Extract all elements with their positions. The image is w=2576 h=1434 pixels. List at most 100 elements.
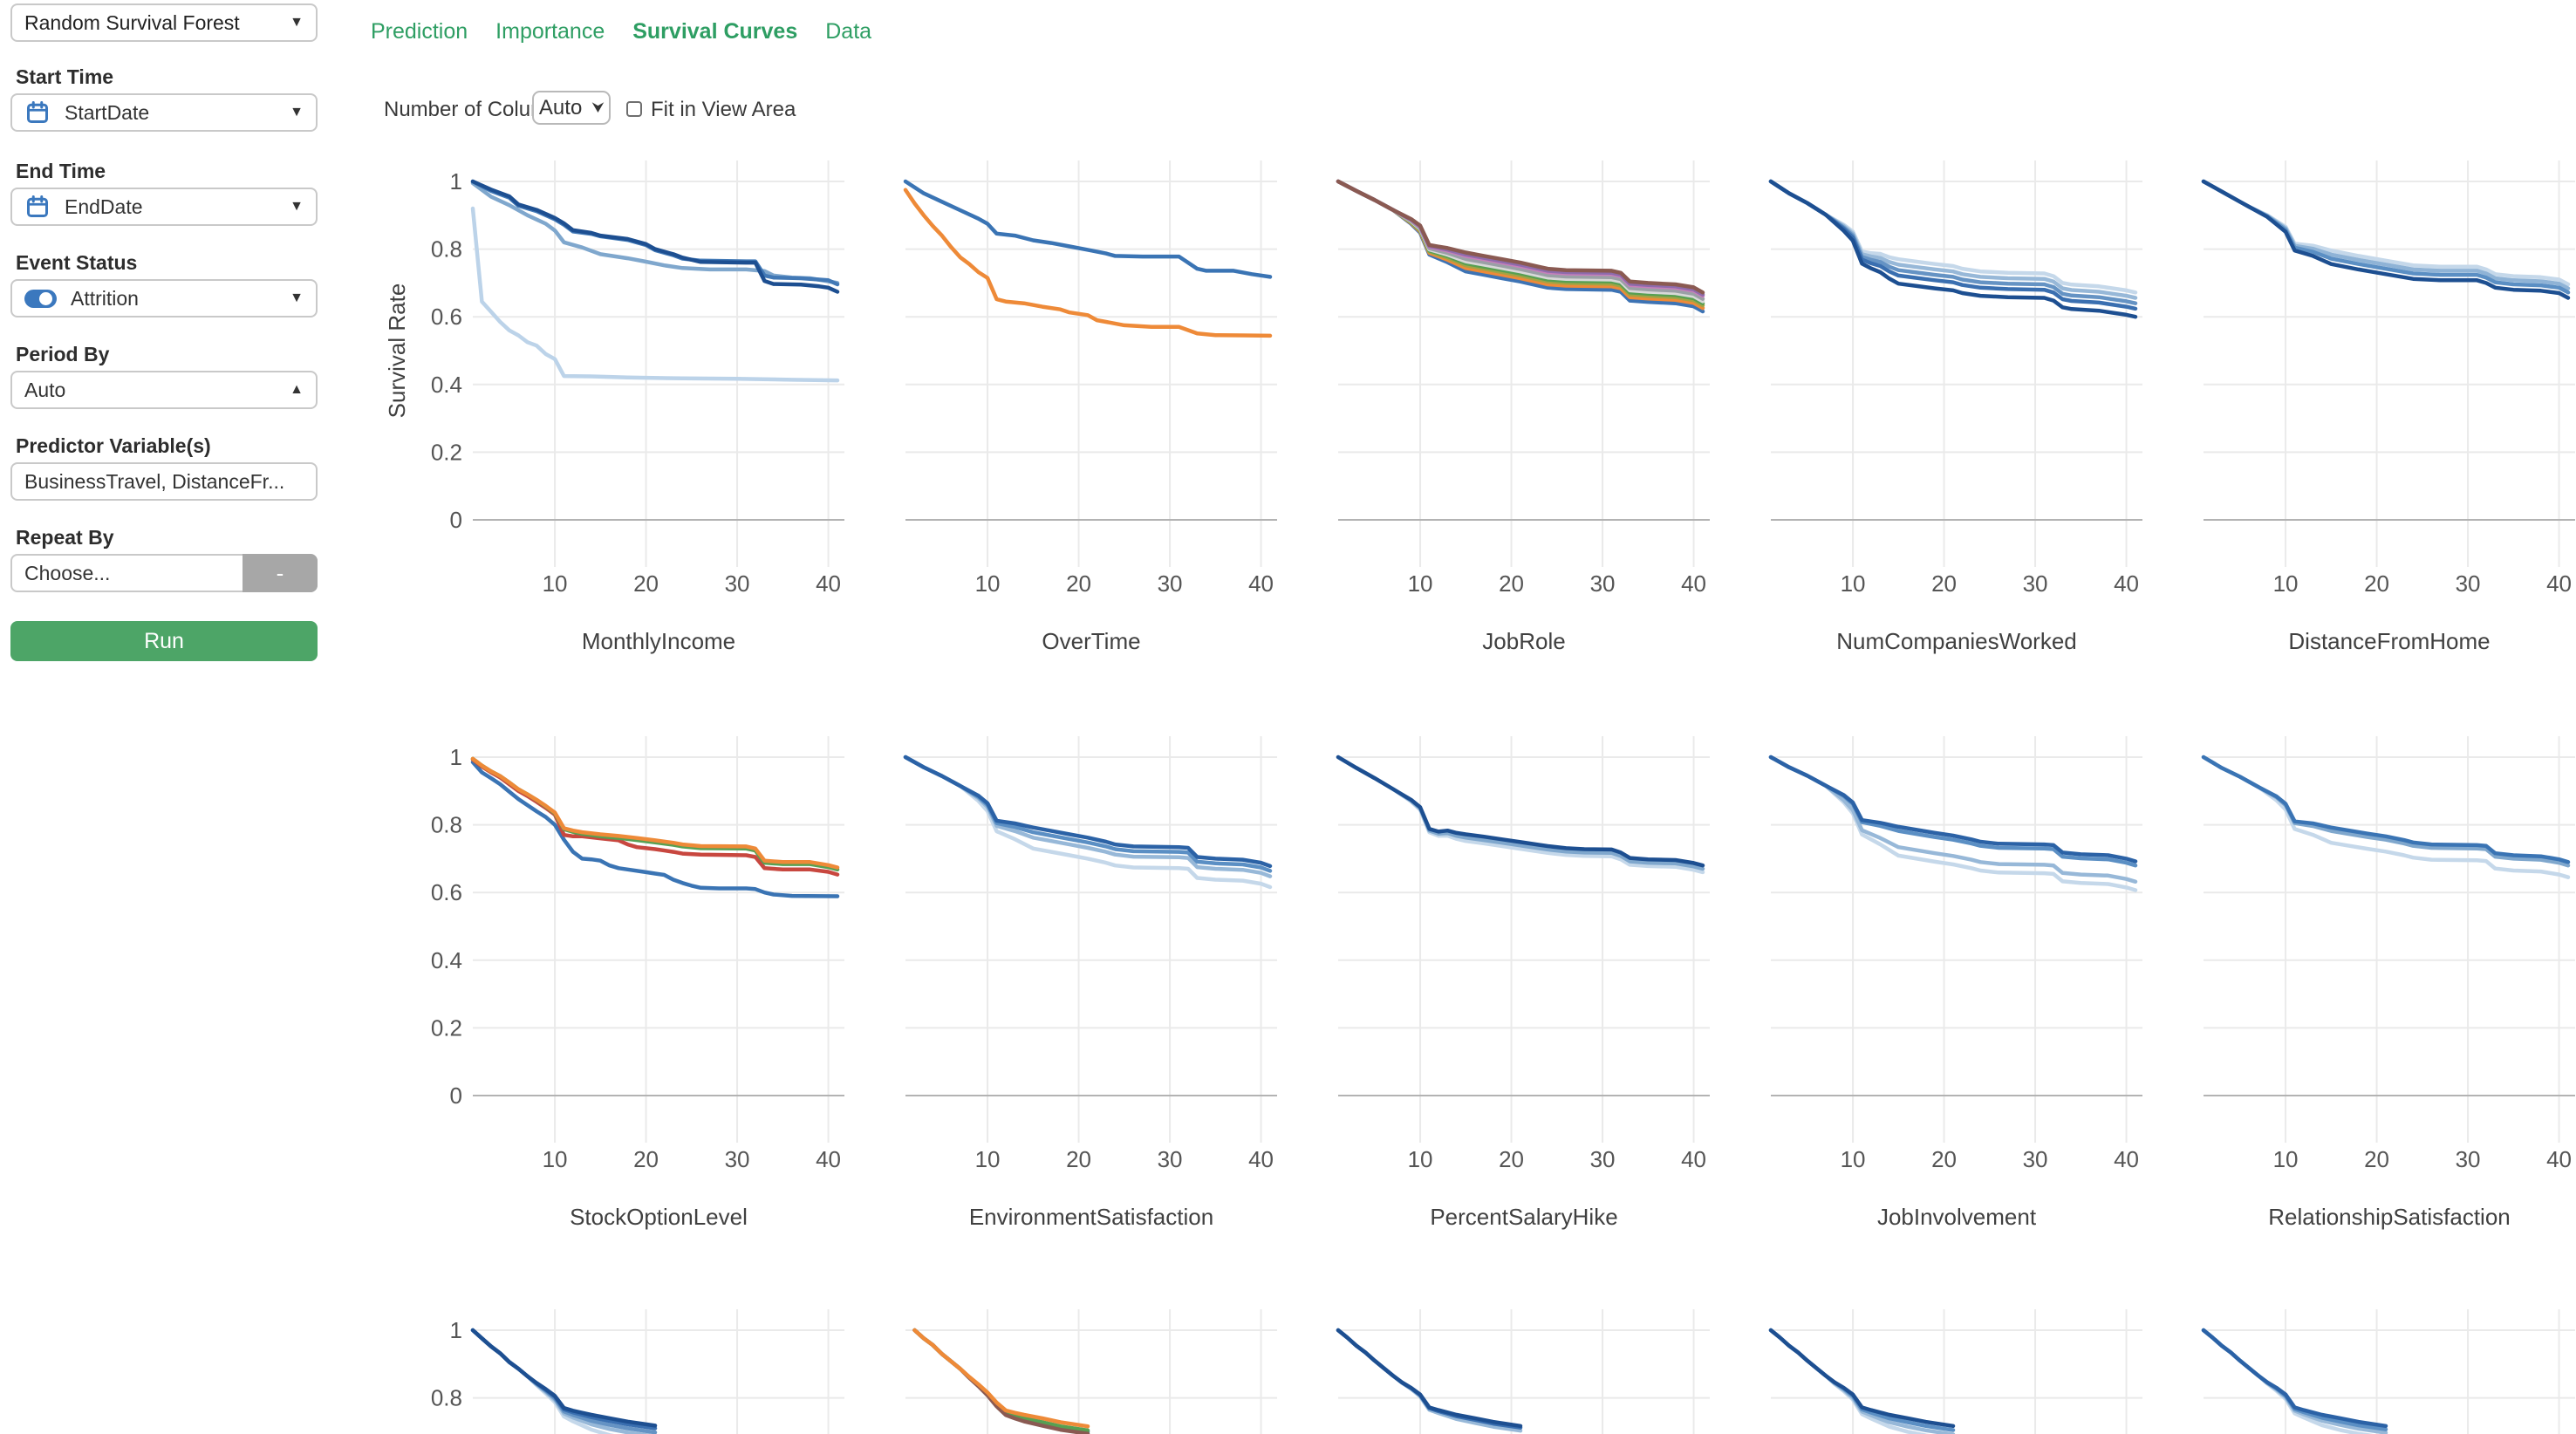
survival-curve (1768, 1328, 1930, 1434)
field-select-period-by[interactable]: Auto ▲ (10, 371, 318, 409)
fit-in-view-area-checkbox[interactable] (626, 101, 642, 117)
subplot-PercentSalaryHike: 10 20 30 40 PercentSalaryHike (1336, 736, 1710, 1230)
x-tick-label: 30 (725, 570, 750, 597)
y-tick-label: 0.6 (431, 879, 462, 905)
subplot-title: RelationshipSatisfaction (2268, 1204, 2511, 1230)
x-tick-label: 40 (2546, 1146, 2572, 1172)
survival-curve (912, 1328, 1090, 1433)
x-tick-label: 10 (1841, 570, 1866, 597)
survival-curves-grid: 0 0.2 0.4 0.6 0.8 1 Survival Rate 10 20 30 40 Month… (384, 160, 2575, 1434)
tab-bar: Prediction Importance Survival Curves Data (371, 19, 871, 44)
run-button[interactable]: Run (10, 621, 318, 661)
survival-curve (2201, 1328, 2374, 1434)
survival-curve (470, 206, 840, 383)
y-tick-label: 0.4 (431, 947, 462, 973)
x-tick-label: 10 (1408, 570, 1433, 597)
x-tick-label: 40 (2114, 1146, 2139, 1172)
toggle-on-icon (24, 289, 57, 308)
subplot-RelationshipSatisfaction: 10 20 30 40 RelationshipSatisfaction (2201, 736, 2575, 1230)
y-tick-label: 0 (450, 507, 462, 533)
survival-curve (912, 1328, 1090, 1434)
field-select-predictor-variable-s-[interactable]: BusinessTravel, DistanceFr... (10, 462, 318, 501)
field-select-end-time[interactable]: EndDate ▼ (10, 188, 318, 226)
subplot-JobRole: 10 20 30 40 JobRole (1336, 160, 1710, 654)
survival-curve (1336, 755, 1705, 868)
x-tick-label: 20 (633, 570, 659, 597)
y-tick-label: 0.6 (431, 304, 462, 330)
x-tick-label: 30 (1590, 1146, 1616, 1172)
chevron-down-icon: ▼ (290, 105, 304, 120)
chevron-down-icon: ▼ (290, 290, 304, 305)
survival-curve (2201, 1328, 2388, 1434)
y-tick-label: 0.8 (431, 812, 462, 838)
sidebar: Random Survival Forest ▼ Start Time Star… (0, 0, 342, 1434)
field-select-start-time[interactable]: StartDate ▼ (10, 93, 318, 132)
x-tick-label: 30 (2456, 1146, 2481, 1172)
field-label: Repeat By (16, 526, 114, 549)
field-label: Predictor Variable(s) (16, 434, 211, 457)
survival-curve (2201, 755, 2571, 864)
subplot-title: JobRole (1482, 628, 1565, 654)
fit-in-view-area-label: Fit in View Area (651, 98, 796, 121)
subplot-title: PercentSalaryHike (1430, 1204, 1617, 1230)
y-tick-label: 0.2 (431, 1014, 462, 1041)
model-select-value: Random Survival Forest (24, 10, 240, 34)
number-of-columns-select[interactable]: Auto ⮟ (532, 91, 611, 125)
x-tick-label: 40 (816, 1146, 841, 1172)
x-tick-label: 20 (2364, 570, 2389, 597)
survival-curve (912, 1328, 1090, 1429)
y-tick-label: 1 (450, 1317, 462, 1343)
chevron-down-icon: ⮟ (592, 100, 605, 115)
x-tick-label: 20 (633, 1146, 659, 1172)
survival-curve (1768, 755, 2138, 892)
chevron-down-icon: ▼ (290, 15, 304, 30)
survival-curve (470, 756, 840, 870)
subplot-title: DistanceFromHome (2288, 628, 2490, 654)
survival-curve (1336, 179, 1705, 295)
tab-prediction[interactable]: Prediction (371, 19, 468, 44)
survival-curve (470, 1328, 615, 1434)
field-select-repeat-by[interactable]: Choose... - (10, 554, 318, 592)
x-tick-label: 10 (543, 570, 568, 597)
survival-curve (1336, 1328, 1523, 1433)
x-tick-label: 40 (816, 570, 841, 597)
x-tick-label: 30 (725, 1146, 750, 1172)
survival-curve (470, 179, 840, 294)
y-tick-label: 0.2 (431, 439, 462, 465)
survival-curve (1768, 1328, 1956, 1434)
field-label: Event Status (16, 251, 138, 274)
x-tick-label: 10 (1841, 1146, 1866, 1172)
calendar-icon (24, 194, 51, 220)
x-tick-label: 20 (2364, 1146, 2389, 1172)
subplot-title: JobInvolvement (1877, 1204, 2037, 1230)
field-label: End Time (16, 160, 106, 182)
field-select-event-status[interactable]: Attrition ▼ (10, 279, 318, 318)
remove-repeat-button[interactable]: - (243, 554, 318, 592)
x-tick-label: 10 (975, 1146, 1001, 1172)
survival-curve (470, 1328, 658, 1428)
survival-curve (1768, 755, 2138, 868)
subplot-EnvironmentSatisfaction: 10 20 30 40 EnvironmentSatisfaction (903, 736, 1277, 1230)
tab-data[interactable]: Data (825, 19, 872, 44)
survival-curve (903, 188, 1273, 338)
survival-curve (470, 181, 840, 285)
subplot-MonthlyIncome: 0 0.2 0.4 0.6 0.8 1 Survival Rate 10 20 30 40 Month… (384, 160, 844, 654)
subplot-title: MonthlyIncome (582, 628, 735, 654)
x-tick-label: 30 (1158, 1146, 1183, 1172)
survival-curve (470, 756, 840, 872)
chevron-up-icon: ▲ (290, 382, 304, 397)
y-axis-title: Survival Rate (384, 283, 410, 419)
survival-curve (903, 755, 1273, 869)
x-tick-label: 30 (1158, 570, 1183, 597)
x-tick-label: 40 (1248, 570, 1274, 597)
survival-curve (912, 1328, 1090, 1434)
tab-importance[interactable]: Importance (495, 19, 605, 44)
x-tick-label: 40 (2546, 570, 2572, 597)
x-tick-label: 10 (2273, 570, 2299, 597)
model-select[interactable]: Random Survival Forest ▼ (10, 3, 318, 42)
survival-curve (470, 760, 840, 898)
tab-survival-curves[interactable]: Survival Curves (632, 19, 798, 44)
subplot-row2-col1 (905, 1309, 1277, 1434)
x-tick-label: 20 (1931, 570, 1957, 597)
survival-curve (2201, 1328, 2388, 1429)
